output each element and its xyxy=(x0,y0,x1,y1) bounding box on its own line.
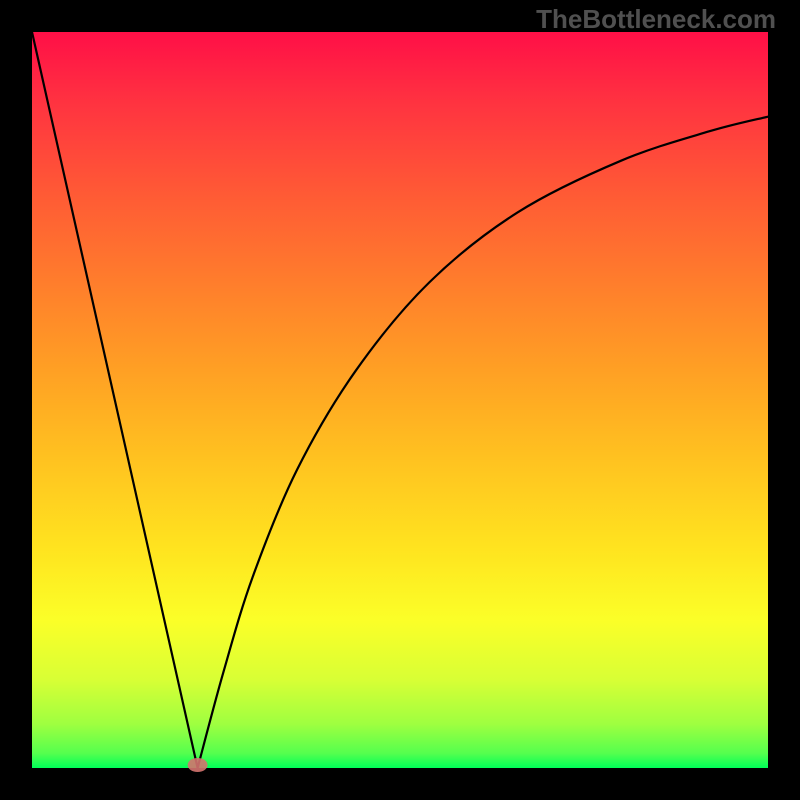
curve-svg xyxy=(32,32,768,768)
gradient-background xyxy=(32,32,768,768)
optimum-marker xyxy=(188,758,208,772)
watermark-text: TheBottleneck.com xyxy=(536,4,776,35)
chart-frame: TheBottleneck.com xyxy=(0,0,800,800)
plot-area xyxy=(32,32,768,768)
